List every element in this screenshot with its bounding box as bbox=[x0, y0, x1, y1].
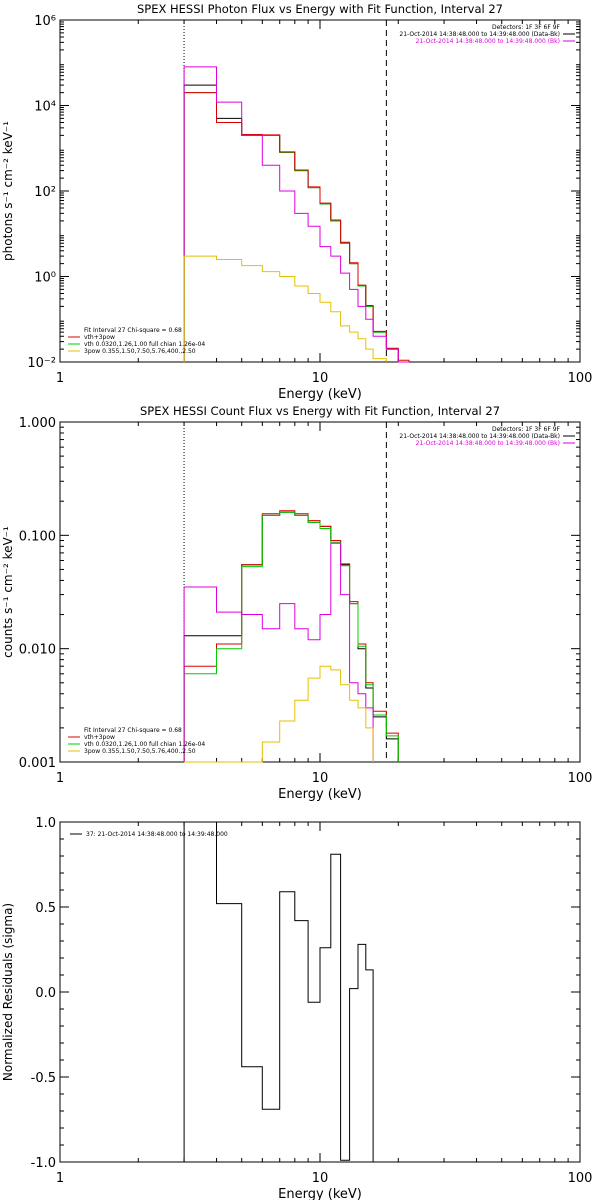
y-tick-label: -1.0 bbox=[31, 1156, 56, 1171]
legend-entry: Detectors: 1F 3F 6F 9F bbox=[492, 24, 561, 31]
series-line-2 bbox=[183, 92, 410, 362]
legend-entry: Fit Interval 27 Chi-square = 0.68 bbox=[84, 327, 182, 334]
y-axis-label: Normalized Residuals (sigma) bbox=[1, 903, 15, 1081]
y-tick-label: 0.100 bbox=[19, 529, 56, 544]
legend-entry: 3pow 0.355,1.50,7.50,5.76,400.,2.50 bbox=[84, 348, 196, 355]
x-tick-label: 100 bbox=[568, 371, 593, 386]
x-tick-label: 100 bbox=[568, 771, 593, 786]
chart-title: SPEX HESSI Count Flux vs Energy with Fit… bbox=[140, 404, 500, 418]
y-tick-label: 1.000 bbox=[19, 416, 56, 431]
x-tick-label: 1 bbox=[56, 371, 64, 386]
x-tick-label: 10 bbox=[312, 371, 329, 386]
legend-entry: Fit Interval 27 Chi-square = 0.68 bbox=[84, 727, 182, 734]
count-flux-panel: SPEX HESSI Count Flux vs Energy with Fit… bbox=[1, 404, 592, 802]
y-tick-label: 0.010 bbox=[19, 643, 56, 658]
legend-entry: 21-Oct-2014 14:38:48.000 to 14:39:48.000… bbox=[399, 31, 560, 38]
x-tick-label: 1 bbox=[56, 1171, 64, 1186]
x-axis-label: Energy (keV) bbox=[278, 387, 362, 402]
photon-flux-panel: SPEX HESSI Photon Flux vs Energy with Fi… bbox=[1, 2, 592, 402]
residuals-panel: Energy (keV) Normalized Residuals (sigma)… bbox=[1, 816, 592, 1200]
y-tick-label: 10⁰ bbox=[34, 271, 56, 286]
axes-frame bbox=[59, 421, 581, 763]
legend-entry: 3pow 0.355,1.50,7.50,5.76,400.,2.50 bbox=[84, 748, 196, 755]
y-axis-label: counts s⁻¹ cm⁻² keV⁻¹ bbox=[1, 526, 15, 658]
y-tick-label: 1.0 bbox=[35, 816, 56, 831]
series-line-1 bbox=[183, 510, 399, 762]
y-tick-label: 10⁶ bbox=[34, 14, 56, 29]
series-line-4 bbox=[184, 665, 374, 763]
y-tick-label: 0.0 bbox=[35, 986, 56, 1001]
series-line-0 bbox=[183, 821, 374, 1162]
chart-title: SPEX HESSI Photon Flux vs Energy with Fi… bbox=[137, 2, 503, 16]
series-line-3 bbox=[183, 66, 409, 363]
legend-entry: vth+3pow bbox=[84, 334, 115, 341]
legend-entry: vth+3pow bbox=[84, 734, 115, 741]
legend-entry: 21-Oct-2014 14:38:48.000 to 14:39:48.000… bbox=[399, 433, 560, 440]
y-tick-label: 10² bbox=[34, 185, 56, 200]
legend-entry: Detectors: 1F 3F 6F 9F bbox=[492, 426, 561, 433]
series-line-1 bbox=[183, 92, 409, 363]
y-axis-label: photons s⁻¹ cm⁻² keV⁻¹ bbox=[1, 121, 15, 261]
x-tick-label: 100 bbox=[568, 1171, 593, 1186]
x-axis-label: Energy (keV) bbox=[278, 787, 362, 802]
series-line-3 bbox=[183, 542, 374, 762]
y-tick-label: 10⁴ bbox=[34, 100, 56, 115]
y-tick-label: 10⁻² bbox=[27, 356, 56, 371]
y-tick-label: 0.001 bbox=[19, 756, 56, 771]
legend-entry: 21-Oct-2014 14:38:48.000 to 14:39:48.000… bbox=[416, 440, 560, 447]
legend-entry: 21-Oct-2014 14:38:48.000 to 14:39:48.000… bbox=[416, 38, 560, 45]
x-tick-label: 10 bbox=[312, 771, 329, 786]
series-line-2 bbox=[183, 511, 399, 762]
series-line-4 bbox=[183, 255, 387, 362]
legend-entry: vth 0.0320,1.26,1.00 full chian 1.26e-04 bbox=[84, 341, 205, 348]
series-line-0 bbox=[183, 84, 409, 363]
x-tick-label: 1 bbox=[56, 771, 64, 786]
legend-entry: 37: 21-Oct-2014 14:38:48.000 to 14:39:48… bbox=[86, 831, 228, 838]
y-tick-label: -0.5 bbox=[31, 1071, 56, 1086]
x-axis-label: Energy (keV) bbox=[278, 1187, 362, 1200]
legend-entry: vth 0.0320,1.26,1.00 full chian 1.26e-04 bbox=[84, 741, 205, 748]
x-tick-label: 10 bbox=[312, 1171, 329, 1186]
y-tick-label: 0.5 bbox=[35, 901, 56, 916]
